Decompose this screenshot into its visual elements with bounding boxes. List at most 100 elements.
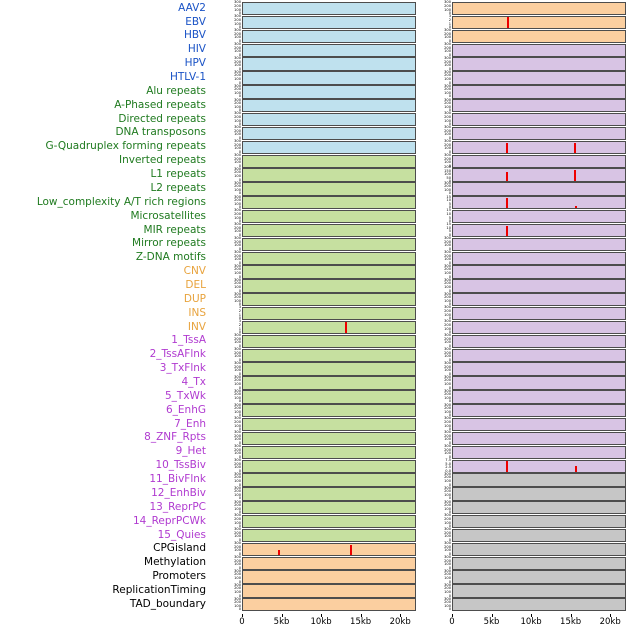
y-tick-label: 100 [234, 451, 241, 456]
y-tick-label: 200 [444, 530, 451, 535]
left-track [242, 584, 416, 598]
left-track [242, 459, 416, 473]
right-y-ticks: 300 200 100 0 [435, 153, 451, 168]
y-tick-label: 100 [234, 215, 241, 220]
y-tick-label: 0 [238, 66, 241, 71]
track-label: G-Quadruplex forming repeats [45, 140, 206, 153]
left-track [242, 445, 416, 459]
left-y-ticks: 300 200 100 0 [225, 167, 241, 182]
y-tick-label: 300 [444, 347, 451, 352]
y-tick-label: 200 [234, 156, 241, 161]
left-track [242, 431, 416, 446]
y-tick-label: 0 [448, 122, 451, 127]
y-tick-label: 0 [238, 233, 241, 238]
track-label: MIR repeats [143, 223, 206, 236]
right-y-ticks: 300 200 100 0 [435, 500, 451, 515]
right-track [452, 459, 626, 473]
y-tick-label: 300 [234, 555, 241, 560]
y-tick-label: 0 [448, 52, 451, 57]
y-tick-label: 100 [234, 340, 241, 345]
left-y-ticks: 300 200 100 0 [225, 139, 241, 154]
y-tick-label: 200 [234, 101, 241, 106]
y-tick-label: 0 [238, 385, 241, 390]
y-tick-label: 0 [238, 468, 241, 473]
y-tick-label: 200 [444, 322, 451, 327]
y-tick-label: 100 [234, 354, 241, 359]
y-tick-label: 200 [444, 350, 451, 355]
y-tick-label: 100 [444, 104, 451, 109]
y-tick-label: 300 [234, 582, 241, 587]
y-tick-label: 200 [444, 184, 451, 189]
y-tick-label: 200 [234, 503, 241, 508]
y-tick-label: 100 [234, 146, 241, 151]
data-bar [344, 322, 347, 334]
y-tick-label: 300 [444, 263, 451, 268]
track-label: Low_complexity A/T rich regions [36, 195, 206, 208]
y-tick-label: 0 [238, 52, 241, 57]
right-y-ticks: 300 200 100 0 [435, 361, 451, 376]
left-track [242, 376, 416, 390]
y-tick-label: 200 [444, 128, 451, 133]
right-y-ticks: 300 200 100 0 [435, 70, 451, 85]
y-tick-label: 0 [238, 510, 241, 515]
left-y-ticks: 300 200 100 0 [225, 15, 241, 29]
y-tick-label: 300 [234, 277, 241, 282]
data-bar [573, 170, 576, 181]
y-tick-label: 0 [448, 136, 451, 141]
x-tick-mark [400, 614, 402, 617]
y-tick-label: 2 [448, 17, 451, 22]
y-tick-label: 3 [448, 14, 451, 19]
right-y-ticks: 300 200 100 0 [435, 597, 451, 612]
y-tick-label: 100 [444, 298, 451, 303]
track-label: HTLV-1 [169, 71, 206, 83]
left-track [242, 168, 416, 182]
y-tick-label: 100 [444, 146, 451, 151]
y-tick-label: 300 [234, 457, 241, 462]
y-tick-label: 300 [234, 139, 241, 144]
y-tick-label: 200 [444, 600, 451, 605]
right-track [452, 390, 626, 404]
y-tick-label: 0 [238, 524, 241, 529]
y-tick-label: 0 [448, 330, 451, 335]
right-track [452, 404, 626, 418]
right-track [452, 182, 626, 196]
y-tick-label: 300 [234, 0, 241, 5]
y-tick-label: 100 [444, 160, 451, 165]
data-bar [505, 226, 508, 237]
y-tick-label: 300 [444, 83, 451, 88]
y-tick-label: 100 [444, 63, 451, 68]
right-track [452, 487, 626, 501]
y-tick-label: 300 [234, 194, 241, 199]
y-tick-label: 200 [234, 489, 241, 494]
y-tick-label: 0 [448, 593, 451, 598]
y-tick-label: 300 [444, 125, 451, 130]
y-tick-label: 200 [444, 475, 451, 480]
y-tick-label: 0 [238, 538, 241, 543]
y-tick-label: 200 [444, 489, 451, 494]
y-tick-label: 200 [234, 198, 241, 203]
left-y-ticks: 300 200 100 0 [225, 500, 241, 515]
left-y-ticks: 300 200 100 0 [225, 457, 241, 473]
y-tick-label: 300 [234, 541, 241, 546]
y-tick-label: 100 [234, 589, 241, 594]
data-bar [507, 16, 510, 29]
x-tick-mark [610, 614, 612, 617]
y-tick-label: 300 [444, 55, 451, 60]
y-tick-label: 200 [234, 184, 241, 189]
y-tick-label: 200 [444, 419, 451, 424]
data-bar [505, 461, 508, 472]
y-tick-label: 0 [238, 25, 241, 30]
y-tick-label: 200 [444, 156, 451, 161]
y-tick-label: 100 [234, 63, 241, 68]
y-tick-label: 300 [444, 568, 451, 573]
y-tick-label: 200 [444, 406, 451, 411]
y-tick-label: 0 [238, 38, 241, 43]
y-tick-label: 100 [234, 576, 241, 581]
y-tick-label: 300 [234, 430, 241, 435]
left-y-ticks: 300 200 100 0 [225, 1, 241, 15]
track-label: INS [188, 306, 206, 319]
left-track [242, 334, 416, 349]
left-track [242, 362, 416, 376]
y-tick-label: 200 [234, 212, 241, 217]
